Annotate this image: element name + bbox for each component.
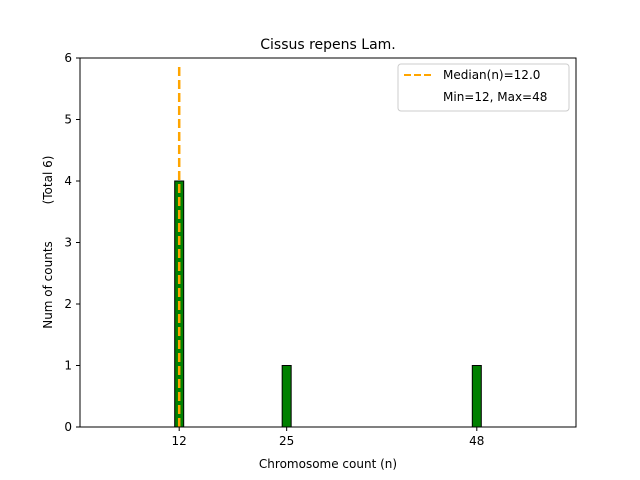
y-axis-total-label: (Total 6): [41, 156, 55, 205]
legend: Median(n)=12.0 Min=12, Max=48: [397, 63, 570, 112]
y-tick-label-5: 5: [64, 113, 72, 127]
bar-25: [281, 365, 292, 428]
y-tick-label-1: 1: [64, 359, 72, 373]
chart-title: Cissus repens Lam.: [260, 37, 396, 53]
y-tick-label-4: 4: [64, 174, 72, 188]
x-axis-label: Chromosome count (n): [259, 457, 397, 471]
y-tick-label-0: 0: [64, 420, 72, 434]
y-axis-ticks: 0 1 2 3 4 5 6: [64, 51, 80, 434]
y-tick-label-6: 6: [64, 51, 72, 65]
y-axis-label: Num of counts: [41, 241, 55, 329]
x-tick-label-12: 12: [172, 434, 187, 448]
y-tick-label-2: 2: [64, 297, 72, 311]
legend-median-label: Median(n)=12.0: [443, 68, 540, 82]
y-tick-label-3: 3: [64, 236, 72, 250]
legend-box: [397, 63, 570, 112]
x-tick-label-25: 25: [279, 434, 294, 448]
x-axis-ticks: 12 25 48: [172, 427, 484, 448]
x-tick-label-48: 48: [469, 434, 484, 448]
legend-min-max-label: Min=12, Max=48: [443, 90, 547, 104]
bar-48: [471, 365, 482, 428]
